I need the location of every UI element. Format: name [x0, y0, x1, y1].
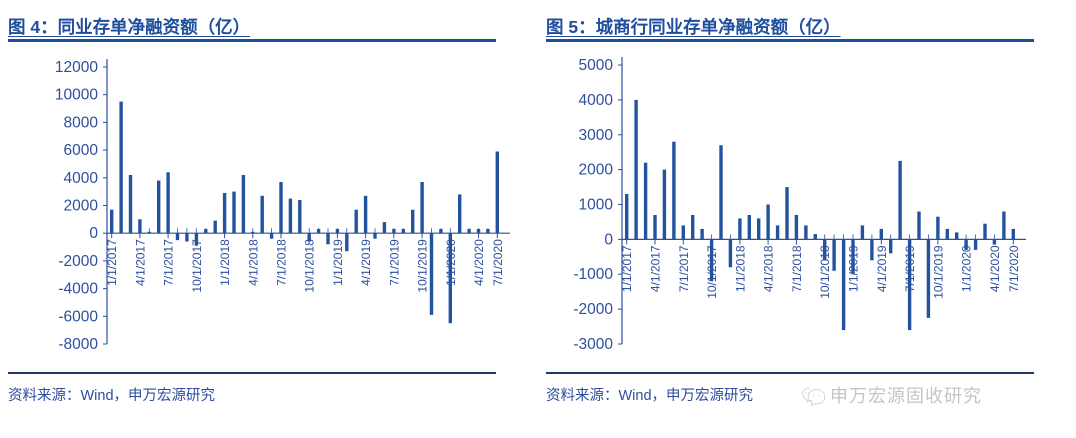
svg-text:4/1/2018: 4/1/2018 — [762, 245, 776, 292]
svg-text:10/1/2018: 10/1/2018 — [818, 245, 832, 299]
svg-text:-3000: -3000 — [573, 336, 613, 353]
svg-text:10/1/2017: 10/1/2017 — [705, 245, 719, 299]
svg-text:10/1/2017: 10/1/2017 — [190, 239, 204, 293]
svg-text:7/1/2018: 7/1/2018 — [790, 245, 804, 292]
svg-text:7/1/2019: 7/1/2019 — [903, 245, 917, 292]
svg-text:4/1/2019: 4/1/2019 — [875, 245, 889, 292]
svg-text:0: 0 — [604, 231, 613, 248]
svg-text:10/1/2019: 10/1/2019 — [931, 245, 945, 299]
svg-text:1/1/2018: 1/1/2018 — [218, 239, 232, 286]
svg-text:1/1/2019: 1/1/2019 — [331, 239, 345, 286]
svg-text:12000: 12000 — [55, 59, 98, 76]
svg-text:7/1/2017: 7/1/2017 — [677, 245, 691, 292]
svg-text:4/1/2020: 4/1/2020 — [988, 245, 1002, 292]
svg-text:1/1/2020: 1/1/2020 — [444, 239, 458, 286]
svg-text:6000: 6000 — [64, 142, 99, 159]
svg-text:10/1/2019: 10/1/2019 — [416, 239, 430, 293]
svg-text:1/1/2020: 1/1/2020 — [960, 245, 974, 292]
svg-text:4000: 4000 — [64, 170, 99, 187]
svg-text:2000: 2000 — [64, 198, 99, 215]
svg-text:4000: 4000 — [579, 92, 614, 109]
svg-text:5000: 5000 — [579, 57, 614, 74]
svg-text:4/1/2020: 4/1/2020 — [472, 239, 486, 286]
svg-text:0: 0 — [89, 225, 98, 242]
svg-text:2000: 2000 — [579, 162, 614, 179]
svg-text:4/1/2017: 4/1/2017 — [649, 245, 663, 292]
svg-text:-1000: -1000 — [573, 266, 613, 283]
svg-text:1/1/2017: 1/1/2017 — [105, 239, 119, 286]
svg-text:7/1/2018: 7/1/2018 — [275, 239, 289, 286]
svg-text:-8000: -8000 — [58, 336, 98, 353]
svg-text:10/1/2018: 10/1/2018 — [303, 239, 317, 293]
svg-text:4/1/2018: 4/1/2018 — [246, 239, 260, 286]
svg-text:7/1/2020: 7/1/2020 — [491, 239, 505, 286]
svg-text:7/1/2017: 7/1/2017 — [162, 239, 176, 286]
svg-text:-4000: -4000 — [58, 281, 98, 298]
svg-text:1/1/2018: 1/1/2018 — [733, 245, 747, 292]
svg-text:-2000: -2000 — [58, 253, 98, 270]
svg-text:7/1/2020: 7/1/2020 — [1007, 245, 1021, 292]
svg-text:10000: 10000 — [55, 87, 98, 104]
svg-text:1/1/2017: 1/1/2017 — [620, 245, 634, 292]
svg-text:4/1/2017: 4/1/2017 — [133, 239, 147, 286]
svg-text:8000: 8000 — [64, 114, 99, 131]
svg-text:1/1/2019: 1/1/2019 — [847, 245, 861, 292]
svg-text:-6000: -6000 — [58, 308, 98, 325]
svg-text:3000: 3000 — [579, 127, 614, 144]
svg-text:7/1/2019: 7/1/2019 — [387, 239, 401, 286]
svg-text:4/1/2019: 4/1/2019 — [359, 239, 373, 286]
svg-text:1000: 1000 — [579, 197, 614, 214]
svg-text:-2000: -2000 — [573, 301, 613, 318]
